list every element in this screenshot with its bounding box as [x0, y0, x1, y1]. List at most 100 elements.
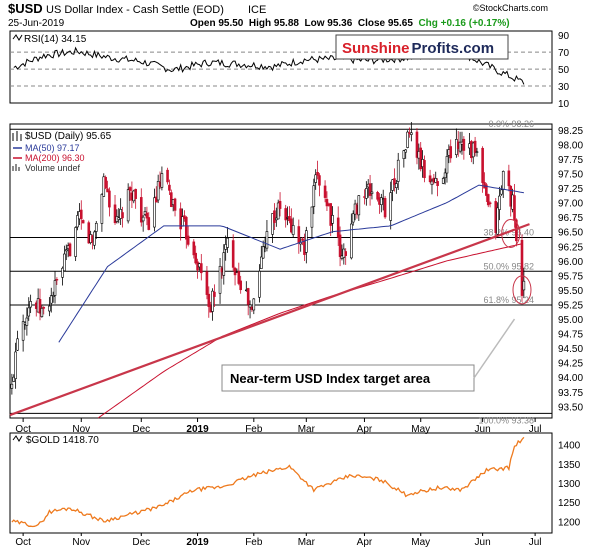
usd-candle: [376, 190, 379, 202]
usd-candle-body: [63, 253, 66, 272]
rsi-y-tick-label: 10: [558, 99, 570, 110]
usd-candle: [338, 226, 342, 267]
usd-candle-body: [331, 215, 334, 224]
usd-candle: [380, 193, 383, 213]
usd-candle: [258, 264, 261, 303]
gold-y-tick-label: 1400: [558, 441, 581, 452]
usd-candle: [21, 314, 25, 352]
usd-candle-body: [305, 230, 308, 253]
usd-y-tick-label: 98.25: [558, 126, 583, 137]
usd-candle: [428, 169, 432, 184]
usd-candle-body: [53, 280, 57, 296]
usd-candle: [318, 173, 321, 197]
target-annotation: Near-term USD Index target area: [221, 318, 516, 392]
usd-candle: [218, 258, 222, 304]
usd-candle-body: [106, 188, 109, 193]
usd-candle-body: [194, 252, 197, 264]
usd-candle: [310, 206, 314, 238]
usd-y-tick-label: 94.50: [558, 344, 583, 355]
usd-candle-body: [79, 209, 83, 219]
usd-candle-body: [423, 160, 426, 179]
usd-candle: [166, 167, 169, 185]
usd-candle: [51, 291, 55, 303]
usd-y-tick-label: 94.75: [558, 330, 583, 341]
usd-x-tick-label: Dec: [132, 424, 150, 435]
usd-legend-icon: [12, 131, 22, 141]
logo-text: Sunshine Profits.com: [342, 40, 494, 57]
usd-candle: [81, 219, 85, 224]
rsi-y-tick-label: 50: [558, 65, 570, 76]
usd-candle: [365, 181, 368, 206]
usd-candle-body: [248, 304, 252, 308]
gold-x-tick-label: Jul: [529, 537, 542, 548]
usd-candle: [126, 183, 130, 224]
usd-candle: [271, 213, 274, 243]
usd-candle-body: [284, 208, 287, 221]
usd-candle-body: [49, 295, 53, 304]
usd-candle: [184, 215, 188, 249]
usd-candle: [213, 284, 216, 308]
usd-candle: [205, 265, 209, 300]
usd-candle: [113, 194, 117, 225]
usd-candle-body: [76, 215, 79, 228]
usd-candle-body: [139, 197, 143, 223]
usd-y-tick-label: 97.50: [558, 169, 583, 180]
usd-candle: [160, 166, 164, 191]
usd-candle-body: [87, 222, 91, 244]
usd-candle-body: [370, 191, 374, 194]
usd-candle: [496, 202, 499, 238]
usd-candle: [38, 288, 42, 321]
volume-legend-label: Volume undef: [25, 163, 81, 173]
usd-y-tick-label: 96.50: [558, 228, 583, 239]
usd-candle: [168, 179, 171, 195]
usd-candle-body: [128, 187, 132, 191]
gold-legend-label: $GOLD 1418.70: [26, 435, 99, 446]
usd-candle: [261, 240, 265, 259]
usd-candle: [481, 146, 484, 193]
usd-candle: [68, 242, 72, 257]
usd-candle-body: [160, 173, 164, 188]
usd-candle: [389, 181, 393, 230]
usd-candle-body: [168, 184, 171, 191]
usd-candle: [415, 128, 419, 165]
gold-y-tick-label: 1350: [558, 460, 581, 471]
usd-candle-body: [271, 213, 274, 235]
usd-candle: [252, 297, 256, 315]
usd-candle: [226, 227, 229, 253]
usd-candle-body: [445, 156, 449, 174]
usd-candle-body: [301, 238, 304, 241]
usd-candle-body: [222, 252, 226, 276]
usd-candle: [370, 183, 374, 200]
usd-y-tick-label: 97.75: [558, 155, 583, 166]
annotation-text: Near-term USD Index target area: [230, 371, 431, 386]
usd-candle: [357, 195, 361, 221]
usd-candle: [430, 178, 434, 195]
usd-candle: [486, 193, 490, 208]
usd-candle-body: [393, 178, 396, 185]
usd-candle-body: [365, 188, 368, 199]
usd-candle-body: [410, 132, 413, 135]
usd-candle-body: [260, 256, 263, 269]
usd-candle: [61, 266, 64, 286]
gold-x-tick-label: May: [411, 537, 430, 548]
gold-x-tick-label: Jun: [475, 537, 491, 548]
usd-candle: [156, 174, 160, 204]
fib-level-label: 61.8% 95.24: [483, 295, 534, 305]
usd-candle-body: [104, 176, 107, 189]
usd-candle-body: [199, 263, 203, 274]
usd-candle-body: [391, 179, 394, 191]
usd-candle-body: [38, 299, 42, 314]
usd-candle: [344, 248, 348, 265]
gold-panel-frame: [9, 432, 553, 534]
gold-y-tick-label: 1200: [558, 517, 581, 528]
ohlc-summary: Open 95.50 High 95.88 Low 95.36 Close 95…: [190, 18, 510, 29]
usd-candle: [74, 226, 77, 262]
usd-candle: [55, 277, 59, 285]
usd-x-tick-label: Jul: [529, 424, 542, 435]
fib-level-label: 50.0% 95.82: [483, 261, 534, 271]
rsi-y-tick-label: 70: [558, 48, 570, 59]
usd-candle-body: [522, 280, 526, 291]
usd-candle: [49, 287, 53, 313]
usd-y-tick-label: 98.00: [558, 140, 583, 151]
usd-candle-body: [486, 194, 490, 206]
